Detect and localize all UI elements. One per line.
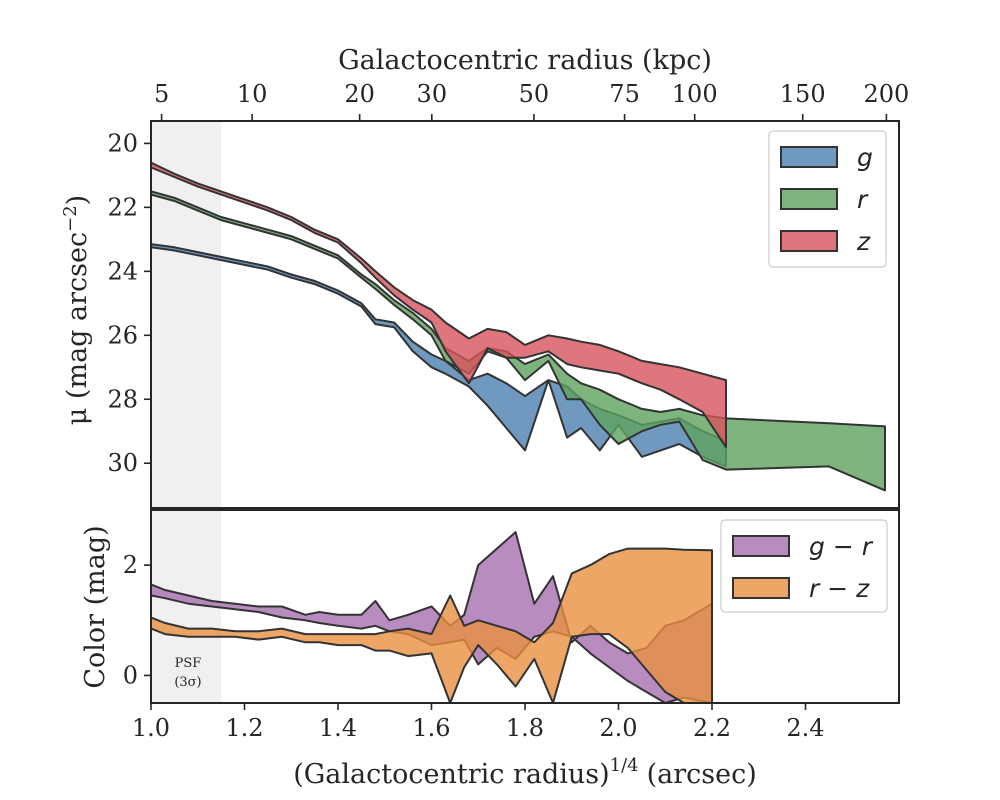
psf-label-line1: PSF — [175, 656, 202, 671]
top-y-tick-label: 30 — [107, 449, 138, 477]
color-legend-swatch-r-z — [732, 577, 790, 599]
top-x-axis-title: Galactocentric radius (kpc) — [338, 45, 712, 76]
top-x-tick-label: 10 — [237, 80, 268, 108]
bottom-x-tick-label: 1.2 — [225, 714, 263, 742]
bottom-y-axis-title: Color (mag) — [80, 525, 111, 688]
sb-legend-swatch-r — [780, 188, 838, 210]
top-x-tick-label: 200 — [863, 80, 909, 108]
bottom-x-axis-title: (Galactocentric radius)1/4 (arcsec) — [293, 755, 757, 790]
top-y-tick-label: 22 — [107, 193, 138, 221]
color-legend-label-r-z: r − z — [809, 574, 870, 603]
top-x-tick-label: 100 — [672, 80, 718, 108]
bottom-y-tick-label: 2 — [123, 551, 138, 579]
color-band-r-z — [151, 547, 713, 703]
top-y-tick-label: 26 — [107, 321, 138, 349]
top-y-tick-label: 20 — [107, 129, 138, 157]
color-band-g-r — [151, 531, 713, 703]
top-x-tick-label: 50 — [519, 80, 550, 108]
top-x-tick-label: 75 — [609, 80, 640, 108]
surface-brightness-series — [151, 161, 886, 492]
color-series — [151, 531, 713, 703]
top-x-tick-label: 30 — [417, 80, 448, 108]
bottom-x-tick-label: 2.4 — [786, 714, 824, 742]
bottom-x-ticks: 1.0 1.2 1.4 1.6 1.8 2.0 2.2 2.4 — [132, 703, 825, 742]
bottom-x-tick-label: 1.6 — [412, 714, 450, 742]
top-x-tick-label: 5 — [154, 80, 169, 108]
color-legend: g − r r − z — [720, 519, 888, 613]
top-y-tick-label: 24 — [107, 257, 138, 285]
bottom-x-tick-label: 1.8 — [506, 714, 544, 742]
top-y-ticks: 20 22 24 26 28 30 — [107, 129, 151, 477]
bottom-y-tick-label: 0 — [123, 661, 138, 689]
psf-shaded-region-top — [151, 121, 222, 508]
sb-legend-label-z: z — [856, 227, 871, 256]
bottom-x-tick-label: 1.0 — [132, 714, 170, 742]
sb-legend-swatch-z — [780, 230, 838, 252]
color-legend-label-g-r: g − r — [809, 532, 874, 561]
sb-legend-label-r: r — [857, 185, 869, 214]
top-y-tick-label: 28 — [107, 385, 138, 413]
top-y-axis-title: μ (mag arcsec−2) — [60, 195, 93, 425]
top-panel-frame — [150, 120, 900, 509]
bottom-y-ticks: 02 — [123, 551, 151, 689]
color-legend-swatch-g-r — [732, 535, 790, 557]
surface-brightness-legend: grz — [768, 130, 887, 268]
top-x-tick-label: 150 — [780, 80, 826, 108]
bottom-x-tick-label: 2.2 — [693, 714, 731, 742]
sb-legend-swatch-g — [780, 146, 838, 168]
top-x-tick-label: 20 — [344, 80, 375, 108]
sb-band-r — [151, 190, 886, 492]
color-panel: PSF (3σ) 02 1.0 1.2 1.4 1.6 1.8 2.0 2.2 2.4 Col… — [80, 509, 900, 790]
bottom-x-tick-label: 2.0 — [599, 714, 637, 742]
sb-legend-label-g: g — [857, 143, 873, 172]
psf-label-line2: (3σ) — [174, 675, 201, 690]
surface-brightness-panel: 20 22 24 26 28 30 5 10 20 30 50 75 100 150 200 Galact… — [60, 45, 909, 509]
sb-band-z — [151, 161, 727, 449]
bottom-x-tick-label: 1.4 — [319, 714, 357, 742]
top-x-ticks-kpc: 5 10 20 30 50 75 100 150 200 — [154, 80, 909, 121]
